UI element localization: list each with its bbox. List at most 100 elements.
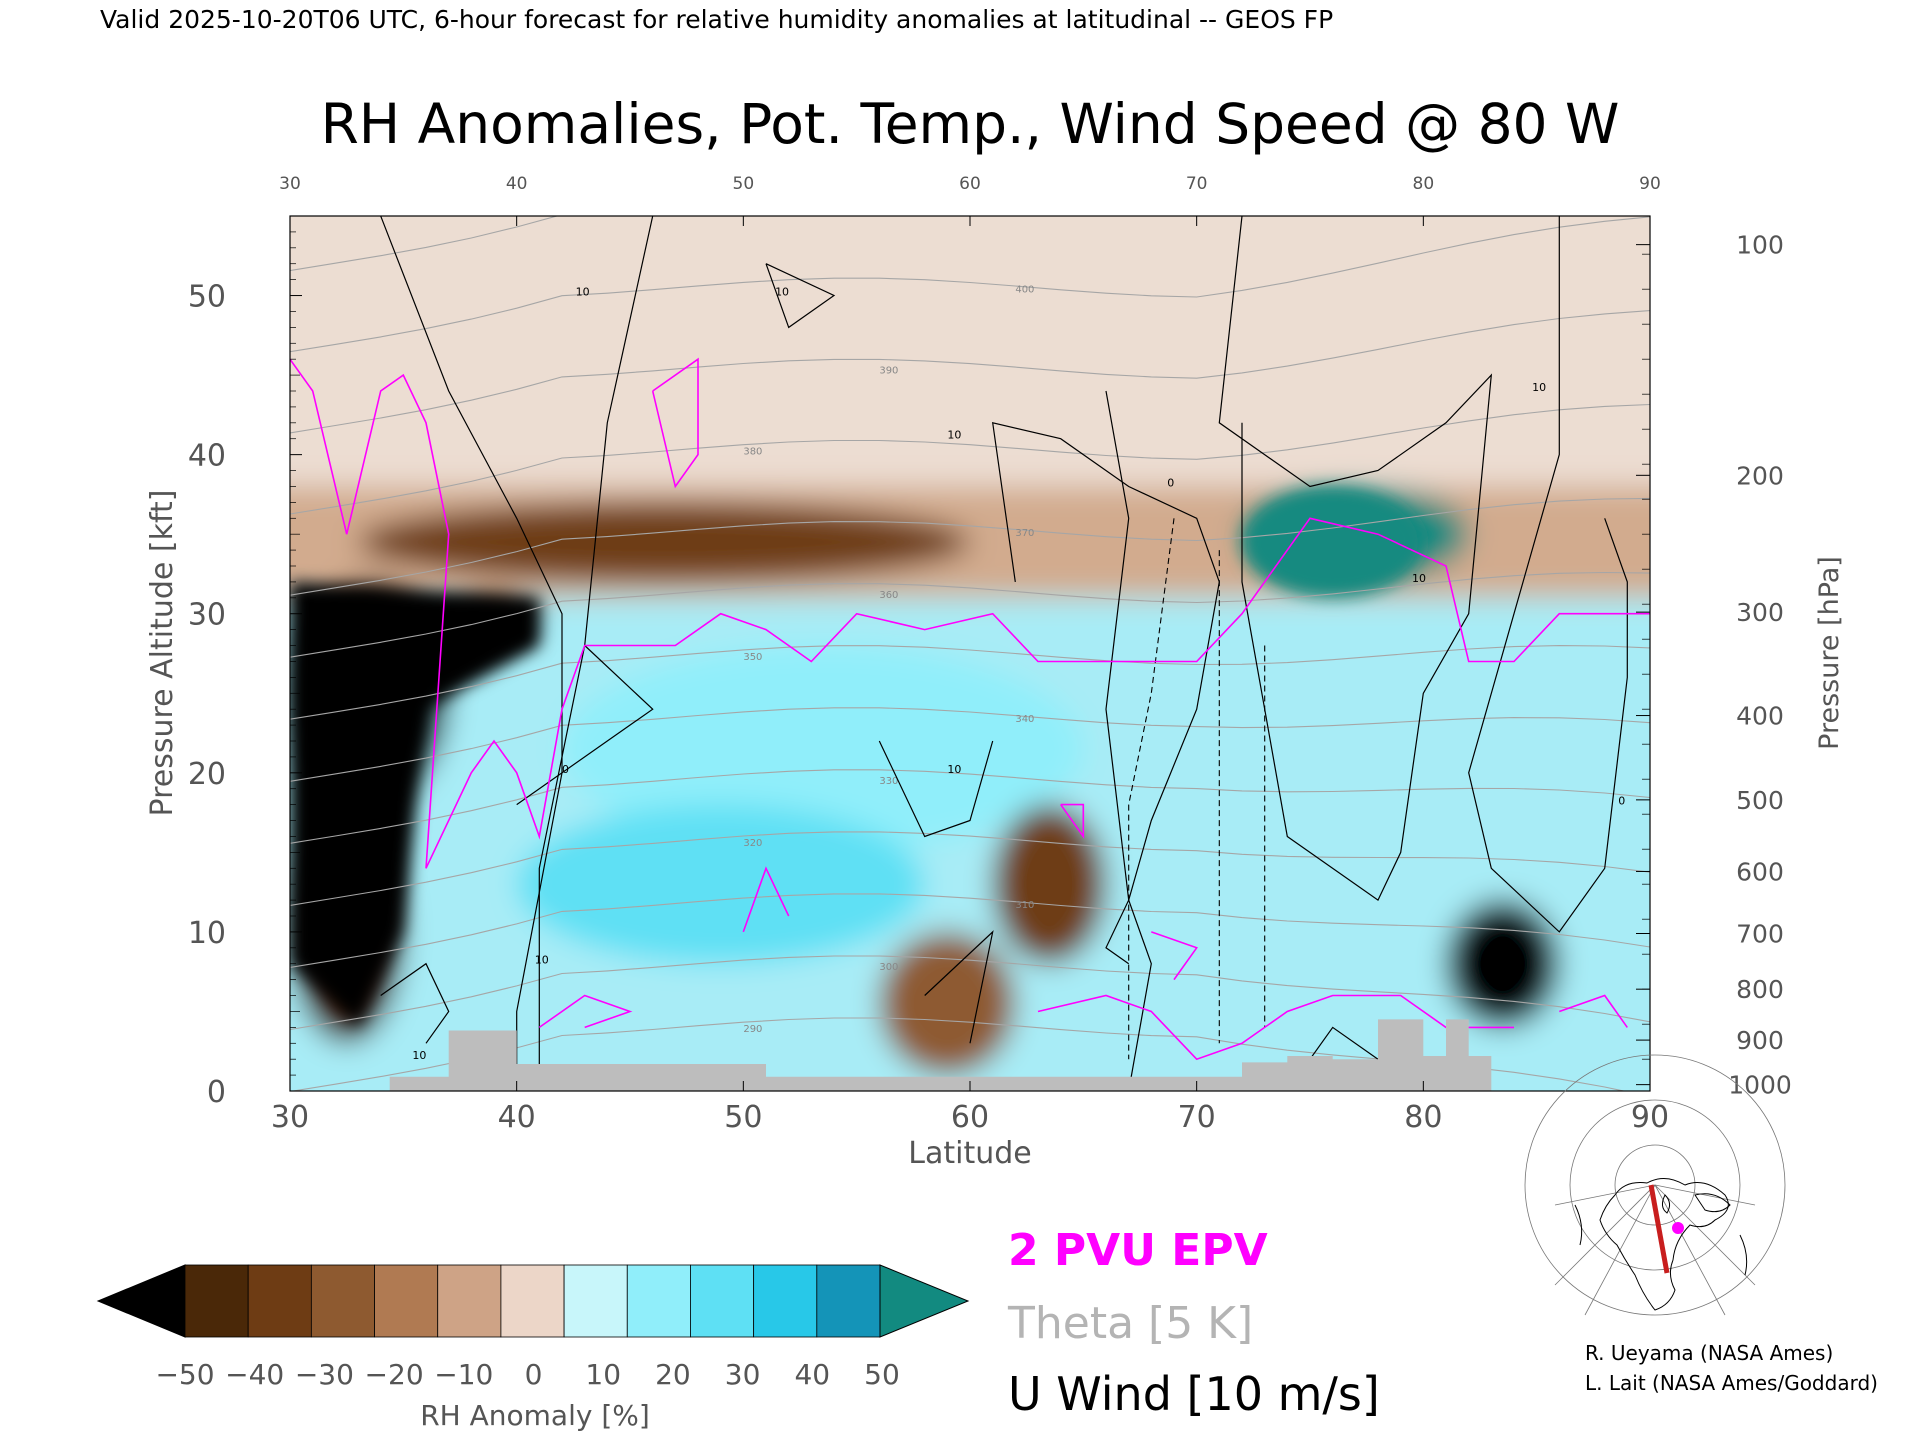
wind-contour-0 <box>380 216 563 1091</box>
theta-label-380: 380 <box>743 447 762 458</box>
map-inset <box>1524 1054 1786 1316</box>
colorbar-box-0 <box>184 1264 249 1338</box>
wind-label-4: 10 <box>947 763 961 776</box>
theta-label-290: 290 <box>743 1024 762 1035</box>
pressure-tick-label-400: 400 <box>1736 702 1784 731</box>
theta-contour-380 <box>290 403 1650 515</box>
wind-contour-5 <box>1468 216 1628 933</box>
theta-contours: 2903003103203303403503603703803904004104… <box>290 203 1650 1091</box>
colorbar-tick-label-3: −20 <box>365 1358 424 1391</box>
rh-region-7 <box>992 804 1106 964</box>
pvu-contour-7 <box>1151 931 1198 981</box>
colorbar-tick-label-6: 10 <box>585 1358 621 1391</box>
colorbar-box-7 <box>626 1264 691 1338</box>
theta-contour-390 <box>290 310 1650 434</box>
colorbar-tick-label-4: −10 <box>434 1358 493 1391</box>
colorbar-box-5 <box>500 1264 565 1338</box>
theta-contour-370 <box>290 497 1650 596</box>
pressure-tick-label-100: 100 <box>1736 231 1784 260</box>
x-top-tick-label-30: 30 <box>279 174 301 194</box>
pvu-contour-5 <box>1037 994 1514 1061</box>
x-tick-label-90: 90 <box>1631 1100 1669 1135</box>
colorbar-label: RH Anomaly [%] <box>420 1399 650 1432</box>
theta-contour-350 <box>290 645 1650 720</box>
pressure-tick-label-600: 600 <box>1736 857 1784 886</box>
colorbar-tick-label-2: −30 <box>295 1358 354 1391</box>
colorbar-box-6 <box>563 1264 628 1338</box>
x-top-tick-label-90: 90 <box>1639 174 1661 194</box>
pvu-contour-6 <box>1559 994 1628 1028</box>
colorbar-box-4 <box>437 1264 502 1338</box>
theta-label-400: 400 <box>1015 284 1034 295</box>
rh-band-upper <box>290 216 1650 487</box>
wind-label-1: 10 <box>775 286 789 299</box>
x-top-tick-label-60: 60 <box>959 174 981 194</box>
terrain-profile <box>389 1019 1492 1091</box>
terrain <box>389 1019 1492 1091</box>
rh-core-dry <box>290 581 540 1028</box>
x-top-tick-label-50: 50 <box>733 174 755 194</box>
y-tick-label-20: 20 <box>188 757 226 792</box>
right-axis-label: Pressure [hPa] <box>1814 556 1845 750</box>
colorbar: −50 −40 −30 −20 −10 0 10 20 30 40 50 <box>96 1264 970 1391</box>
wind-label-8: 0 <box>1618 795 1625 808</box>
map-background <box>1555 1165 1755 1315</box>
pressure-tick-label-200: 200 <box>1736 461 1784 490</box>
theta-contour-410 <box>290 216 1200 272</box>
wind-contour-10 <box>878 740 994 838</box>
x-tick-label-60: 60 <box>951 1100 989 1135</box>
wind-label-9: 10 <box>1532 381 1546 394</box>
legend-entry-1: Theta [5 K] <box>1007 1298 1253 1349</box>
rh-anomaly-field <box>290 216 1650 1091</box>
axes: 3030404050506060707080809090010203040501… <box>188 174 1792 1135</box>
wind-contours: 10 10 10 0 10 0 10 10 0 10 10 <box>380 216 1628 1091</box>
pvu-contour-3 <box>742 866 790 933</box>
rh-core-moist <box>1242 486 1424 598</box>
legend: 2 PVU EPV Theta [5 K] U Wind [10 m/s] <box>1007 1225 1380 1421</box>
rh-region-3 <box>358 502 970 582</box>
pressure-tick-label-900: 900 <box>1736 1026 1784 1055</box>
colorbar-tick-label-7: 20 <box>655 1358 691 1391</box>
colorbar-box-8 <box>690 1264 755 1338</box>
theta-label-360: 360 <box>879 590 898 601</box>
rh-field-cores <box>290 486 1424 1028</box>
map-coastlines <box>1574 1178 1748 1311</box>
colorbar-tick-label-8: 30 <box>725 1358 761 1391</box>
credit-lait: L. Lait (NASA Ames/Goddard) <box>1585 1371 1878 1395</box>
legend-entry-0: 2 PVU EPV <box>1008 1225 1268 1276</box>
x-top-tick-label-80: 80 <box>1413 174 1435 194</box>
colorbar-tick-label-9: 40 <box>794 1358 830 1391</box>
x-top-tick-label-40: 40 <box>506 174 528 194</box>
x-axis-label: Latitude <box>908 1136 1031 1171</box>
theta-contour-400 <box>290 216 1650 353</box>
x-tick-label-70: 70 <box>1178 1100 1216 1135</box>
theta-label-340: 340 <box>1015 714 1034 725</box>
theta-label-350: 350 <box>743 652 762 663</box>
x-tick-label-80: 80 <box>1404 1100 1442 1135</box>
wind-contour-6 <box>1105 390 1152 1091</box>
pvu-contour-4 <box>538 994 633 1029</box>
section-line <box>1648 1184 1670 1274</box>
theta-label-370: 370 <box>1015 528 1034 539</box>
y-tick-label-50: 50 <box>188 280 226 315</box>
pressure-tick-label-800: 800 <box>1736 975 1784 1004</box>
map-marker <box>1672 1222 1684 1234</box>
wind-contour-4 <box>1218 216 1493 901</box>
wind-label-7: 10 <box>1412 572 1426 585</box>
colorbar-box-9 <box>753 1264 818 1338</box>
rh-region-4 <box>562 645 1084 853</box>
theta-contour-310 <box>290 893 1650 968</box>
wind-label-6: 10 <box>535 954 549 967</box>
theta-label-320: 320 <box>743 838 762 849</box>
theta-label-410: 410 <box>743 203 762 214</box>
colorbar-over-triangle <box>879 1264 970 1338</box>
rh-region-5 <box>516 804 925 964</box>
colorbar-under-triangle <box>96 1264 186 1338</box>
wind-label-10: 10 <box>412 1049 426 1062</box>
theta-contour-340 <box>290 707 1650 782</box>
wind-label-3: 0 <box>1167 476 1174 489</box>
pressure-minor-ticks <box>1642 253 1650 1060</box>
theta-contour-330 <box>290 769 1650 844</box>
x-tick-label-30: 30 <box>271 1100 309 1135</box>
pressure-tick-label-300: 300 <box>1736 598 1784 627</box>
